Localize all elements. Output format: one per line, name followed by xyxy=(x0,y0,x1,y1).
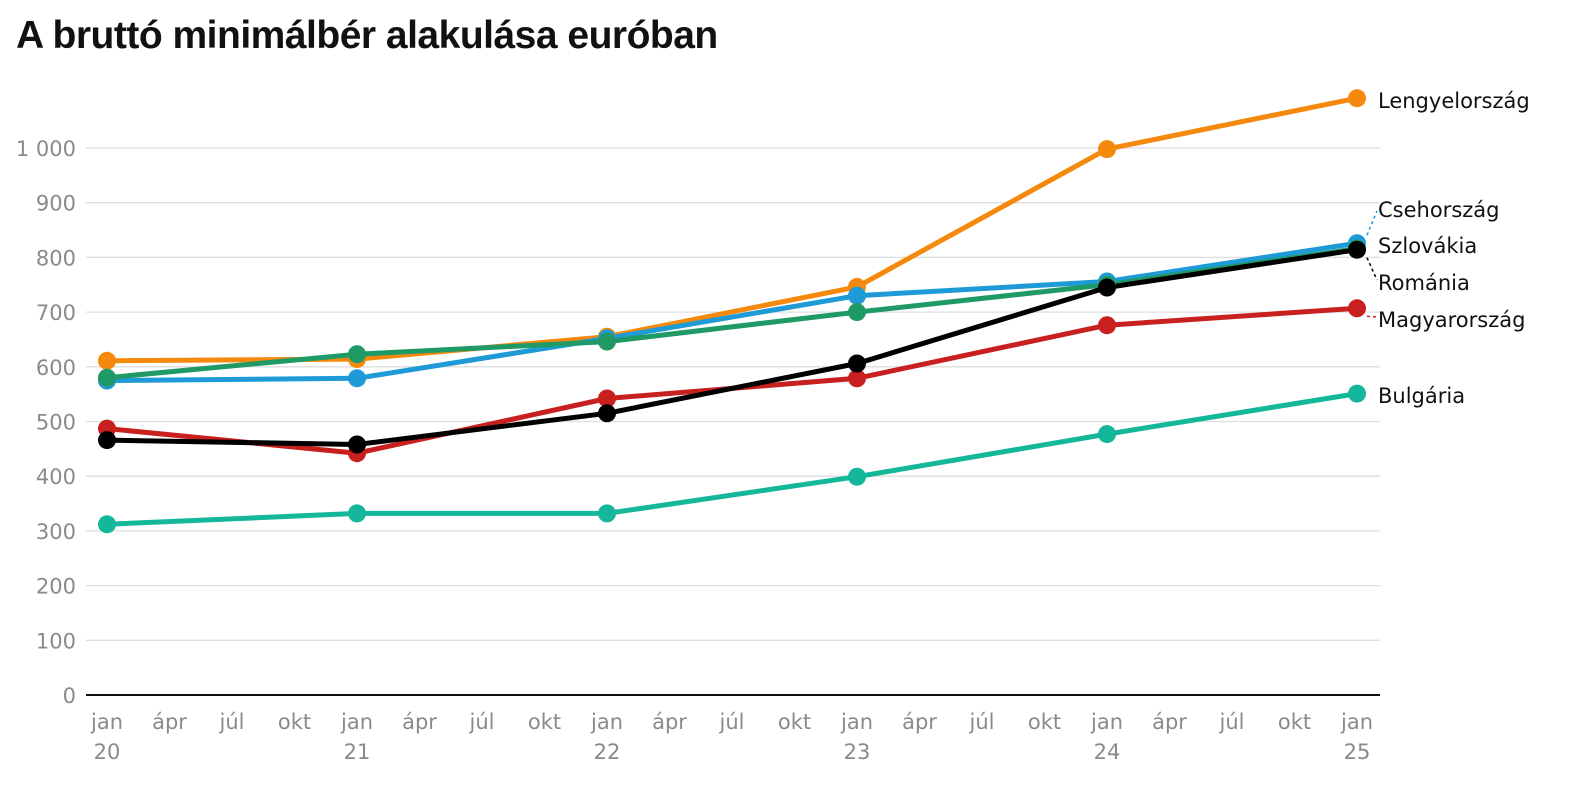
y-axis-ticks: 0 100 200 300 400 500 600 700 800 900 1 000 xyxy=(16,137,76,708)
series-label: Magyarország xyxy=(1378,308,1525,332)
data-point xyxy=(1348,89,1366,108)
x-tick-label: okt xyxy=(1028,710,1061,734)
data-point xyxy=(1098,140,1116,159)
label-leader xyxy=(1366,210,1378,236)
x-tick-label: ápr xyxy=(902,710,937,734)
series-label: Bulgária xyxy=(1378,384,1465,408)
x-tick-year: 23 xyxy=(844,740,871,764)
gridlines xyxy=(86,147,1380,641)
data-point xyxy=(98,431,116,450)
x-tick-year: 24 xyxy=(1094,740,1121,764)
chart-title: A bruttó minimálbér alakulása euróban xyxy=(16,14,718,57)
data-point xyxy=(1098,425,1116,444)
x-tick-label: okt xyxy=(528,710,561,734)
x-tick-label: jan xyxy=(840,710,873,734)
data-point xyxy=(1098,316,1116,335)
series-label: Lengyelország xyxy=(1378,89,1530,113)
x-tick-label: jan xyxy=(90,710,123,734)
x-tick-label: ápr xyxy=(652,710,687,734)
data-point xyxy=(348,504,366,523)
y-tick-label: 700 xyxy=(36,301,76,325)
y-tick-label: 300 xyxy=(36,520,76,544)
x-axis-ticks: jan 20 ápr júl okt jan 21 ápr júl okt jan 22 ápr júl o… xyxy=(90,710,1373,764)
series-line xyxy=(104,240,1360,383)
data-point xyxy=(348,369,366,388)
x-tick-label: júl xyxy=(469,710,495,734)
data-point xyxy=(98,515,116,534)
y-tick-label: 1 000 xyxy=(16,137,76,161)
x-tick-label: ápr xyxy=(152,710,187,734)
data-point xyxy=(848,369,866,388)
y-tick-label: 200 xyxy=(36,575,76,599)
series-line xyxy=(104,391,1360,527)
data-point xyxy=(1348,240,1366,259)
data-point xyxy=(848,354,866,373)
x-tick-year: 21 xyxy=(344,740,371,764)
x-tick-year: 22 xyxy=(594,740,621,764)
x-tick-label: ápr xyxy=(1152,710,1187,734)
x-tick-label: jan xyxy=(340,710,373,734)
series-label: Csehország xyxy=(1378,198,1499,222)
data-point xyxy=(848,286,866,305)
x-tick-label: okt xyxy=(1278,710,1311,734)
x-tick-label: júl xyxy=(219,710,245,734)
y-tick-label: 900 xyxy=(36,192,76,216)
x-tick-label: jan xyxy=(1090,710,1123,734)
data-point xyxy=(348,345,366,364)
data-point xyxy=(1098,278,1116,297)
x-tick-label: jan xyxy=(590,710,623,734)
series-labels: Lengyelország Csehország Szlovákia Magyaror… xyxy=(1366,89,1530,408)
data-point xyxy=(848,467,866,486)
series-points xyxy=(98,89,1366,534)
data-point xyxy=(598,504,616,523)
data-point xyxy=(98,351,116,370)
x-tick-year: 25 xyxy=(1344,740,1371,764)
y-tick-label: 800 xyxy=(36,246,76,270)
y-tick-label: 500 xyxy=(36,411,76,435)
data-point xyxy=(1348,384,1366,403)
data-point xyxy=(598,389,616,408)
x-tick-label: jan xyxy=(1340,710,1373,734)
y-tick-label: 600 xyxy=(36,356,76,380)
data-point xyxy=(598,404,616,423)
series-label: Románia xyxy=(1378,271,1470,295)
x-tick-label: ápr xyxy=(402,710,437,734)
label-leader xyxy=(1366,257,1378,281)
series-line xyxy=(104,247,1360,447)
x-tick-label: júl xyxy=(969,710,995,734)
y-tick-label: 0 xyxy=(63,684,76,708)
data-point xyxy=(1348,299,1366,318)
label-leader xyxy=(1366,315,1378,318)
data-point xyxy=(848,303,866,322)
data-point xyxy=(348,435,366,454)
x-tick-label: júl xyxy=(719,710,745,734)
series-label: Szlovákia xyxy=(1378,234,1477,258)
data-point xyxy=(598,332,616,351)
x-tick-label: okt xyxy=(778,710,811,734)
y-tick-label: 400 xyxy=(36,465,76,489)
x-tick-year: 20 xyxy=(94,740,121,764)
series-lines xyxy=(104,95,1360,527)
data-point xyxy=(98,368,116,387)
x-tick-label: okt xyxy=(278,710,311,734)
x-tick-label: júl xyxy=(1219,710,1245,734)
y-tick-label: 100 xyxy=(36,629,76,653)
